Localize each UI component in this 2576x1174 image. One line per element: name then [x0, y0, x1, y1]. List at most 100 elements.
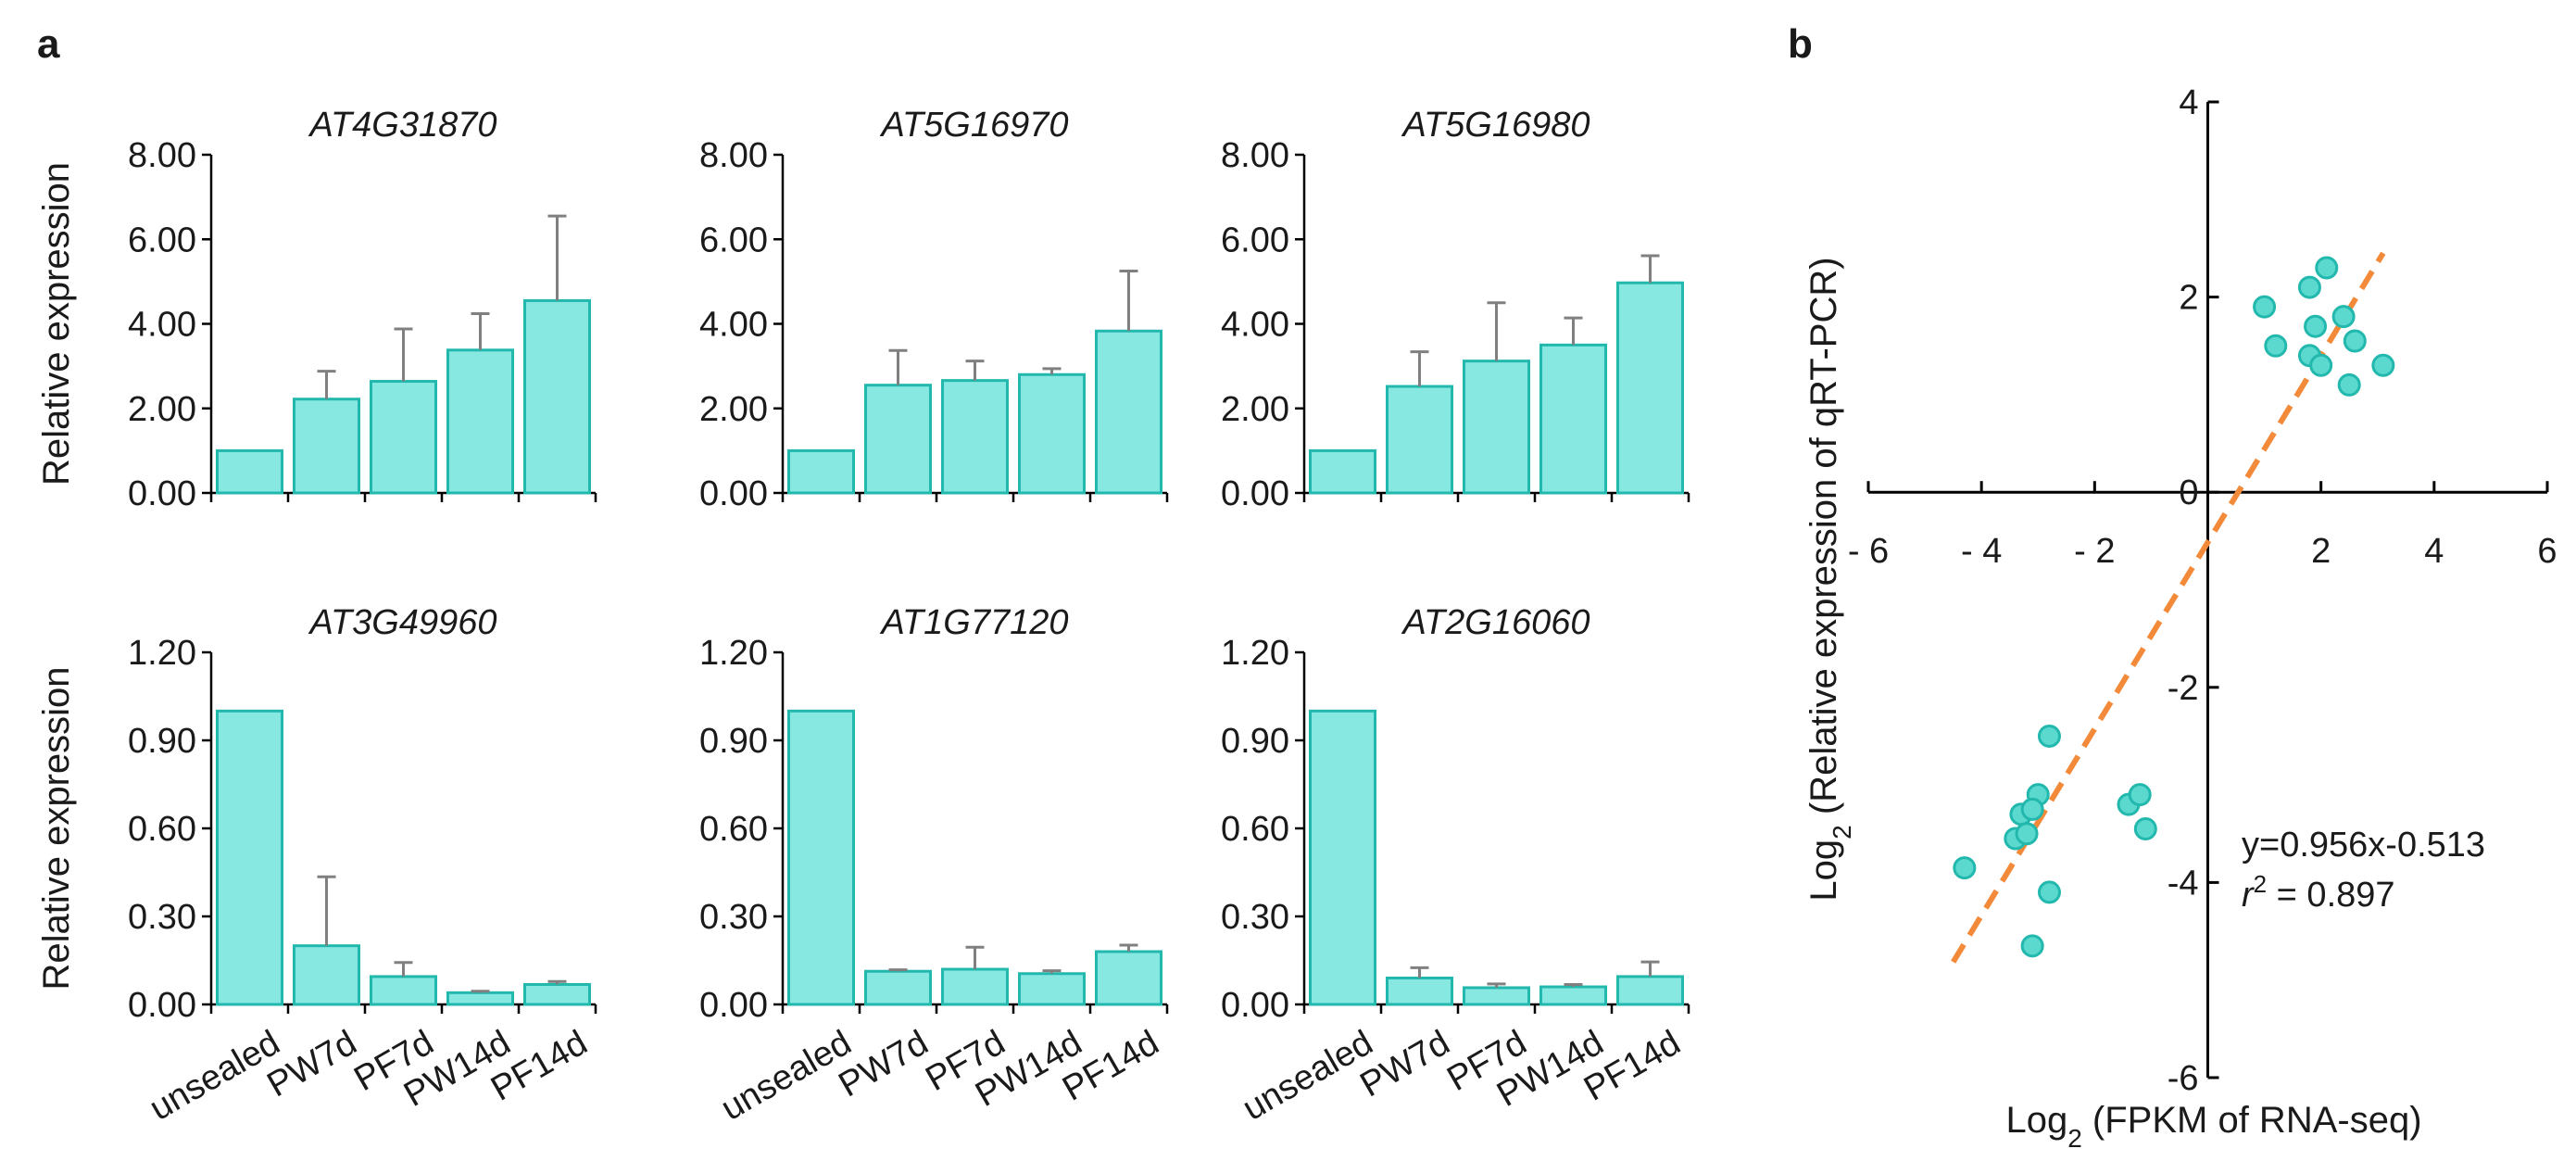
scatter-x-axis-label: Log2 (FPKM of RNA-seq) [2005, 1100, 2421, 1153]
bar-pf14d [1616, 281, 1684, 495]
x-category-label: PW7d [261, 1023, 364, 1105]
bar-pf7d [941, 379, 1009, 495]
chart-title: AT5G16970 [879, 106, 1068, 145]
y-tick-label: 0.30 [128, 898, 196, 937]
regression-equation: y=0.956x-0.513 [2242, 826, 2485, 865]
scatter-point [2037, 880, 2061, 904]
bar-chart-1: AT4G31870 0.00 2.00 4.00 6.00 8.00 Relative ex… [36, 106, 597, 513]
bar-pf14d [1095, 329, 1162, 495]
bar-pw7d [1386, 385, 1453, 495]
y-tick-label: 0.00 [699, 986, 768, 1025]
y-tick-label: 4.00 [1221, 306, 1289, 345]
scatter-x-tick-label: 6 [2537, 532, 2557, 571]
y-tick-label: 0.30 [699, 898, 768, 937]
scatter-point [2297, 275, 2321, 299]
y-tick-label: 1.20 [128, 634, 196, 673]
bar-chart-4: AT3G49960 0.00 0.30 0.60 0.90 1.20 Relative ex… [36, 603, 597, 1129]
y-tick-label: 8.00 [699, 136, 768, 175]
scatter-x-tick-label: - 4 [1961, 532, 2002, 571]
scatter-x-tick-label: - 2 [2074, 532, 2115, 571]
y-tick-label: 2.00 [128, 390, 196, 429]
bar-pf14d [523, 982, 591, 1006]
bar-unsealed [787, 448, 855, 495]
chart-title: AT1G77120 [879, 603, 1068, 642]
bar-unsealed [1309, 448, 1376, 495]
y-tick-label: 1.20 [699, 634, 768, 673]
scatter-point [2128, 783, 2152, 807]
scatter-ticks: - 6 - 4 - 2 2 4 6 4 2 0 -2 -4 -6 [1848, 83, 2557, 1098]
scatter-point [2309, 353, 2333, 377]
bar-pf7d [941, 967, 1009, 1006]
y-tick-label: 0.90 [699, 722, 768, 761]
y-tick-label: 0.00 [1221, 986, 1289, 1025]
scatter-point [2264, 334, 2288, 358]
bar-pw14d [1539, 985, 1607, 1006]
y-tick-label: 0.60 [1221, 810, 1289, 849]
bar-unsealed [1309, 709, 1376, 1006]
chart-title: AT4G31870 [308, 106, 496, 145]
y-tick-label: 6.00 [1221, 221, 1289, 259]
y-tick-label: 0.60 [699, 810, 768, 849]
scatter-point [2020, 934, 2044, 958]
y-tick-label: 0.90 [1221, 722, 1289, 761]
scatter-y-axis-label: Log2 (Relative expression of qRT-PCR) [1803, 257, 1856, 901]
bar-pf7d [1463, 986, 1530, 1006]
chart-title: AT5G16980 [1401, 106, 1590, 145]
x-category-label: PW7d [1354, 1023, 1457, 1105]
scatter-point [2315, 256, 2339, 280]
scatter-x-tick-label: - 6 [1848, 532, 1889, 571]
scatter-y-tick-label: 0 [2179, 473, 2198, 512]
scatter-y-tick-label: 4 [2179, 83, 2198, 122]
bar-pw7d [864, 969, 932, 1006]
y-tick-label: 4.00 [699, 306, 768, 345]
y-tick-label: 4.00 [128, 306, 196, 345]
bar-pw14d [1539, 343, 1607, 495]
x-category-label: PW7d [833, 1023, 936, 1105]
scatter-point [2331, 305, 2356, 329]
chart-title: AT3G49960 [308, 603, 496, 642]
scatter-point [1953, 856, 1977, 880]
scatter-y-tick-label: -2 [2168, 669, 2199, 708]
y-tick-label: 0.30 [1221, 898, 1289, 937]
bar-chart-panels: AT4G31870 0.00 2.00 4.00 6.00 8.00 Relative ex… [36, 106, 1690, 1129]
y-tick-label: 2.00 [699, 390, 768, 429]
y-axis-label: Relative expression [36, 162, 77, 486]
bar-pw7d [864, 384, 932, 495]
y-tick-label: 1.20 [1221, 634, 1289, 673]
bar-unsealed [216, 709, 283, 1006]
scatter-points [1953, 256, 2395, 958]
bar-pf14d [1616, 975, 1684, 1006]
y-tick-label: 0.90 [128, 722, 196, 761]
y-tick-label: 8.00 [128, 136, 196, 175]
scatter-point [2020, 797, 2044, 821]
y-tick-label: 6.00 [699, 221, 768, 259]
scatter-point [2343, 329, 2367, 353]
bar-pf14d [1095, 950, 1162, 1006]
bar-pw7d [293, 398, 360, 495]
bar-pw7d [293, 944, 360, 1006]
bar-chart-5: AT1G771200.000.300.600.901.20unsealedPW7… [699, 603, 1169, 1129]
y-axis-label: Relative expression [36, 666, 77, 990]
panel-label-b: b [1788, 21, 1813, 67]
bar-unsealed [787, 709, 855, 1006]
y-tick-label: 0.60 [128, 810, 196, 849]
bar-pw14d [446, 991, 514, 1006]
bar-pf7d [1463, 360, 1530, 495]
bar-pf7d [370, 975, 437, 1006]
bar-pw14d [1018, 372, 1086, 495]
y-tick-label: 8.00 [1221, 136, 1289, 175]
scatter-point [2133, 816, 2157, 840]
bar-chart-6: AT2G160600.000.300.600.901.20unsealedPW7… [1221, 603, 1690, 1129]
panel-label-a: a [37, 21, 60, 67]
bar-pf7d [370, 380, 437, 495]
y-tick-label: 6.00 [128, 221, 196, 259]
scatter-y-tick-label: 2 [2179, 279, 2198, 318]
scatter-chart-panel: - 6 - 4 - 2 2 4 6 4 2 0 -2 -4 -6 Log2 (FPKM of RNA-… [1803, 83, 2557, 1153]
bar-pw14d [1018, 972, 1086, 1006]
bar-pw14d [446, 348, 514, 495]
scatter-y-tick-label: -6 [2168, 1059, 2199, 1098]
y-tick-label: 0.00 [128, 986, 196, 1025]
scatter-point [2337, 372, 2361, 397]
y-tick-label: 2.00 [1221, 390, 1289, 429]
scatter-point [2371, 353, 2395, 377]
